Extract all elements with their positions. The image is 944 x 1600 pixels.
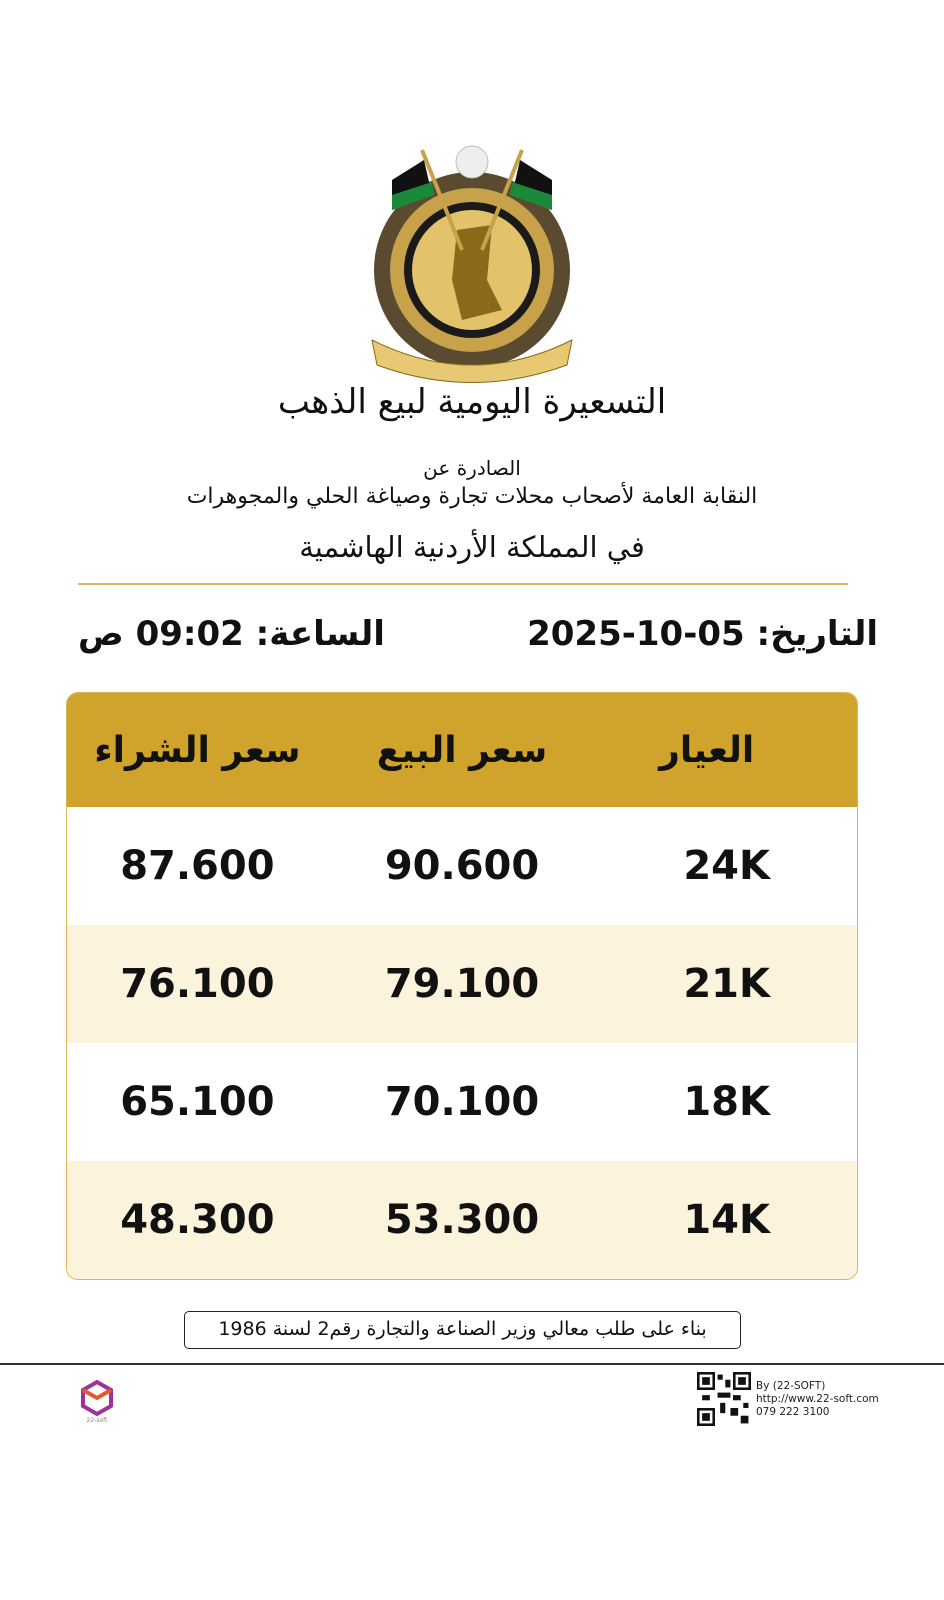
table-row: 21K 79.100 76.100	[67, 925, 857, 1043]
legal-note: بناء على طلب معالي وزير الصناعة والتجارة…	[184, 1311, 741, 1349]
sell-price-cell: 79.100	[384, 961, 540, 1007]
credits-url[interactable]: http://www.22-soft.com	[756, 1393, 879, 1405]
time-label: الساعة:	[255, 614, 385, 654]
date-value: 05-10-2025	[527, 614, 745, 654]
sell-price-cell: 53.300	[384, 1197, 540, 1243]
developer-credits: By (22-SOFT) http://www.22-soft.com 079 …	[756, 1380, 879, 1419]
buy-price-cell: 87.600	[120, 843, 275, 889]
svg-text:22-soft: 22-soft	[87, 1417, 109, 1424]
table-row: 18K 70.100 65.100	[67, 1043, 857, 1161]
header-buy-price: سعر الشراء	[94, 729, 301, 771]
country-name: في المملكة الأردنية الهاشمية	[299, 530, 645, 564]
table-row: 24K 90.600 87.600	[67, 807, 857, 925]
table-row: 14K 53.300 48.300	[67, 1161, 857, 1279]
gold-divider	[78, 583, 848, 585]
buy-price-cell: 48.300	[120, 1197, 275, 1243]
karat-cell: 24K	[683, 843, 770, 889]
issued-by-label: الصادرة عن	[423, 456, 521, 480]
karat-cell: 14K	[683, 1197, 770, 1243]
date: التاريخ: 05-10-2025	[527, 614, 878, 654]
qr-code[interactable]	[697, 1372, 751, 1426]
footer-divider	[0, 1363, 944, 1365]
time-value: 09:02 ص	[78, 614, 244, 654]
buy-price-cell: 76.100	[120, 961, 275, 1007]
sell-price-cell: 90.600	[384, 843, 540, 889]
time: الساعة: 09:02 ص	[78, 614, 385, 654]
credits-phone: 079 222 3100	[756, 1406, 830, 1418]
table-header: العيار سعر البيع سعر الشراء	[67, 693, 857, 807]
header-sell-price: سعر البيع	[376, 729, 548, 771]
page-title: التسعيرة اليومية لبيع الذهب	[277, 382, 667, 422]
22-soft-logo: 22-soft	[81, 1380, 113, 1424]
karat-cell: 18K	[683, 1079, 770, 1125]
organization-name: النقابة العامة لأصحاب محلات تجارة وصياغة…	[186, 484, 758, 509]
syndicate-logo	[371, 145, 573, 383]
date-time-line: التاريخ: 05-10-2025 الساعة: 09:02 ص	[78, 614, 878, 664]
karat-cell: 21K	[683, 961, 770, 1007]
sell-price-cell: 70.100	[384, 1079, 540, 1125]
credits-by: By (22-SOFT)	[756, 1380, 826, 1392]
date-label: التاريخ:	[756, 614, 878, 654]
header-karat: العيار	[659, 729, 755, 771]
price-table: العيار سعر البيع سعر الشراء 24K 90.600 8…	[66, 692, 858, 1280]
buy-price-cell: 65.100	[120, 1079, 275, 1125]
